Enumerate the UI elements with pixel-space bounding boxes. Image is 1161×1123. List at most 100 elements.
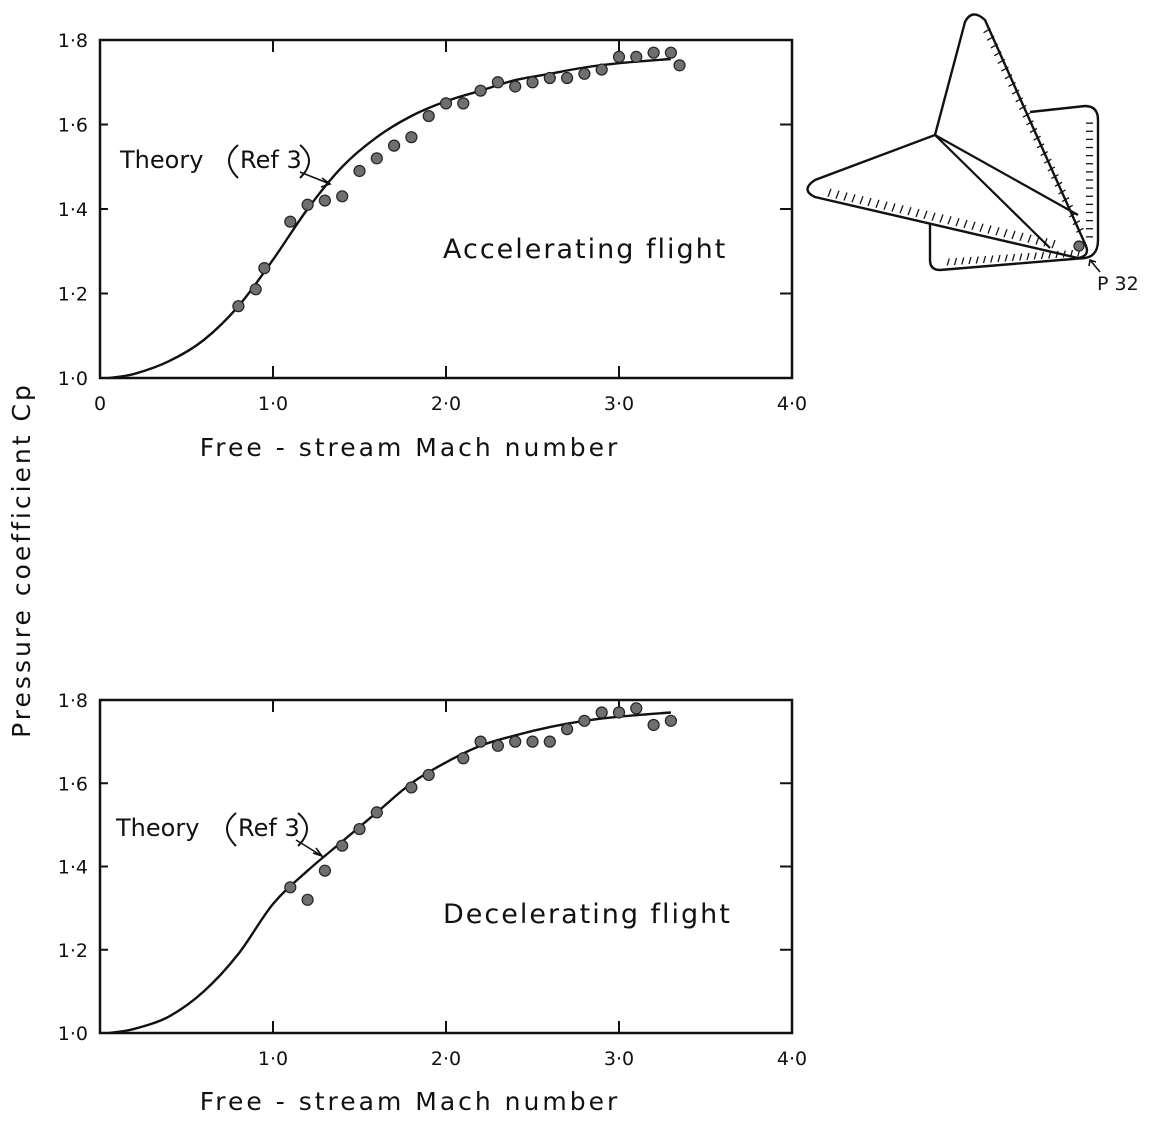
- hatch-mark: [1076, 227, 1084, 233]
- chart-accelerating: 0 1·0 2·0 3·0 4·0 1·0 1·2 1·4 1·6 1·8 Free - str…: [58, 30, 807, 462]
- hatch-mark: [1072, 220, 1081, 226]
- wing-spars: [934, 134, 1079, 249]
- hatch-mark: [1035, 236, 1040, 245]
- hatch-mark: [1061, 197, 1070, 203]
- hatch-mark: [875, 199, 880, 209]
- delta-wing-outline: [806, 13, 1089, 260]
- data-point: [422, 768, 435, 782]
- data-point: [284, 881, 297, 894]
- hatch-mark: [1026, 252, 1030, 261]
- data-point: [509, 80, 522, 93]
- hatch-mark: [979, 223, 984, 232]
- y-tick-label: 1·8: [58, 30, 88, 52]
- hatch-mark: [1033, 135, 1041, 141]
- data-point: [474, 84, 487, 97]
- hatch-mark: [971, 221, 976, 231]
- data-point: [457, 97, 470, 110]
- theory-label: Theory Ref 3: [115, 812, 325, 858]
- theory-ref-text: Ref 3: [238, 814, 300, 842]
- flight-annotation: Accelerating flight: [443, 234, 727, 265]
- probe-arrow: [1088, 258, 1101, 273]
- data-point: [630, 702, 643, 715]
- theory-curve: [108, 57, 671, 380]
- y-axis-title: Pressure coefficient Cp: [7, 382, 36, 738]
- hatching: [827, 28, 1093, 266]
- hatch-mark: [827, 188, 832, 198]
- hatch-mark: [1004, 254, 1008, 262]
- hatch-mark: [983, 28, 991, 34]
- ref-bracket: [226, 812, 237, 847]
- hatch-mark: [968, 256, 972, 265]
- data-point: [284, 215, 297, 228]
- data-point: [249, 283, 262, 296]
- data-point: [405, 131, 418, 144]
- hatch-mark: [1043, 238, 1048, 247]
- data-point: [664, 714, 678, 727]
- plot-frame: [98, 698, 794, 1035]
- chart-decelerating: 1·0 2·0 3·0 4·0 1·0 1·2 1·4 1·6 1·8 Free - stre…: [58, 690, 807, 1116]
- axis-ticks: [99, 39, 793, 379]
- leader-arrow: [295, 839, 325, 858]
- data-point: [647, 46, 660, 59]
- data-point: [318, 864, 331, 877]
- y-tick-label: 1·4: [58, 199, 88, 221]
- hatch-mark: [1047, 166, 1056, 172]
- data-point: [491, 739, 504, 752]
- hatch-mark: [997, 58, 1006, 64]
- hatch-mark: [891, 203, 896, 212]
- data-point: [301, 893, 314, 906]
- y-tick-label: 1·6: [58, 773, 88, 795]
- hatch-mark: [1018, 104, 1027, 111]
- x-axis-title: Free - stream Mach number: [200, 1087, 621, 1116]
- data-point: [612, 50, 626, 64]
- axis-ticks: [100, 699, 793, 1034]
- data-point: [318, 194, 331, 207]
- data-point: [543, 735, 556, 748]
- data-point: [630, 50, 643, 64]
- hatch-mark: [946, 258, 950, 266]
- data-point: [405, 781, 418, 794]
- hatch-mark: [955, 217, 960, 227]
- hatch-mark: [995, 227, 1000, 236]
- data-point: [353, 822, 366, 836]
- data-point: [560, 723, 574, 736]
- data-point: [647, 718, 660, 732]
- hatch-mark: [953, 257, 958, 266]
- hatch-mark: [851, 194, 856, 203]
- y-tick-label: 1·4: [58, 857, 88, 879]
- x-axis-title: Free - stream Mach number: [200, 433, 621, 462]
- hatch-mark: [859, 195, 864, 205]
- hatch-mark: [1011, 253, 1016, 262]
- hatch-mark: [1019, 253, 1023, 261]
- hatch-mark: [1022, 112, 1031, 118]
- hatch-mark: [1011, 230, 1016, 240]
- leader-arrow: [299, 171, 332, 188]
- x-tick-label: 2·0: [431, 393, 461, 415]
- hatch-mark: [1029, 127, 1038, 134]
- hatch-mark: [1001, 66, 1009, 72]
- hatch-mark: [883, 201, 888, 210]
- y-tick-label: 1·2: [58, 284, 88, 306]
- hatch-mark: [915, 208, 920, 218]
- data-point: [457, 752, 470, 765]
- wing-planform-sketch: P 32: [806, 13, 1139, 295]
- data-point: [422, 109, 435, 123]
- data-point: [370, 806, 383, 819]
- hatch-mark: [1043, 158, 1052, 164]
- hatch-mark: [1036, 143, 1045, 149]
- y-tick-label: 1·0: [58, 368, 88, 390]
- hatch-mark: [1068, 212, 1077, 218]
- data-point: [232, 300, 245, 313]
- hatch-mark: [923, 210, 928, 220]
- data-point: [560, 71, 574, 85]
- hatch-mark: [1069, 249, 1074, 258]
- theory-text: Theory: [115, 814, 199, 842]
- hatch-mark: [1011, 89, 1020, 95]
- data-point: [578, 714, 591, 727]
- theory-label: Theory Ref 3: [119, 144, 332, 188]
- rear-panel-outline: [928, 104, 1100, 272]
- hatch-mark: [947, 216, 952, 225]
- hatch-mark: [963, 219, 968, 229]
- data-point: [578, 67, 591, 80]
- data-point: [595, 706, 608, 719]
